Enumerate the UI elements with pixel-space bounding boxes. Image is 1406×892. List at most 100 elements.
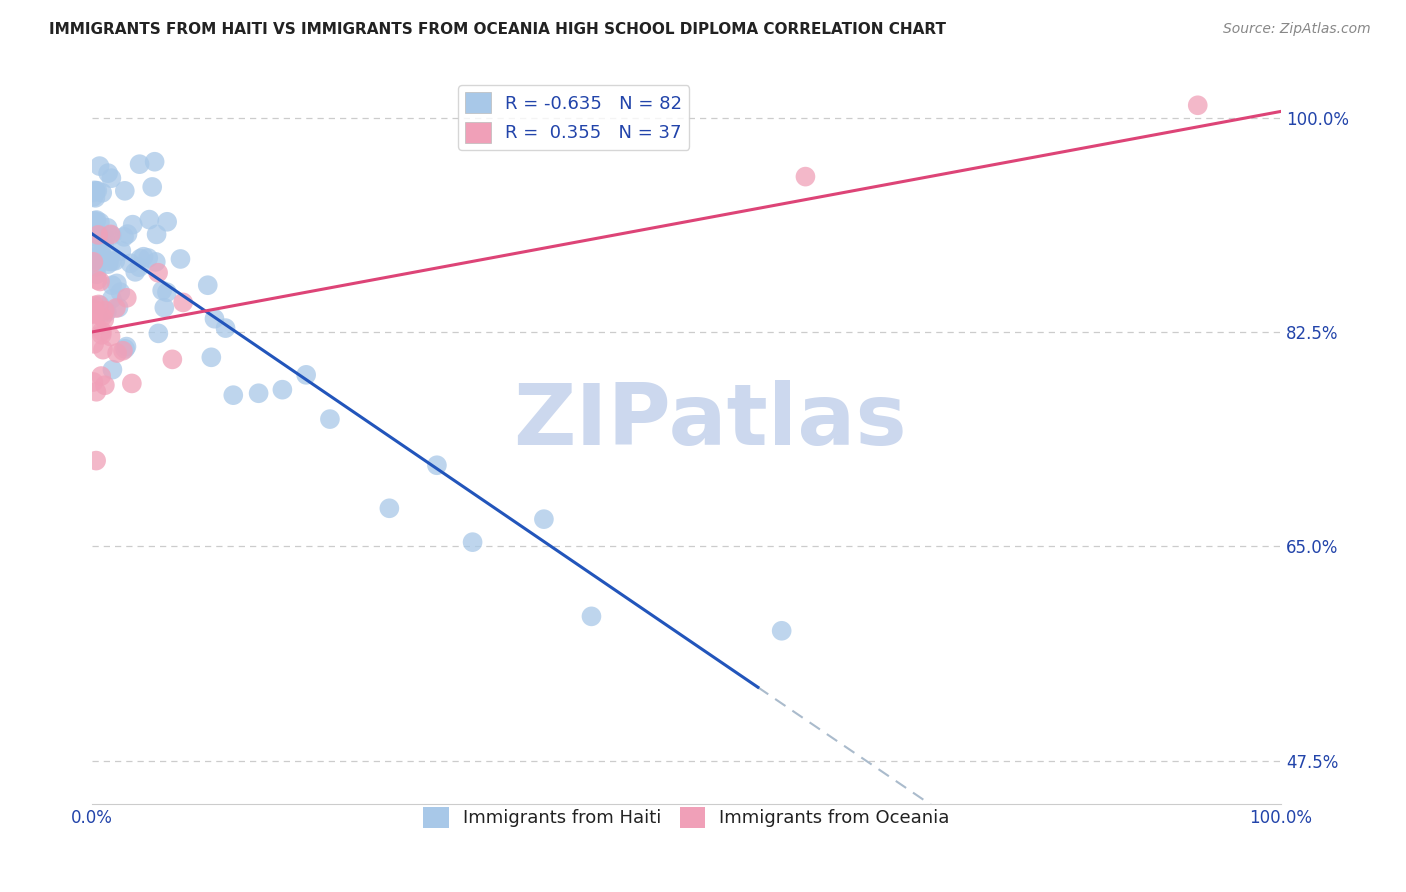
Point (204, 311, 226, 326)
Point (82, 190, 104, 204)
Point (197, 278, 219, 293)
Point (84, 252, 107, 267)
Point (83, 306, 105, 320)
Text: ZIPatlas: ZIPatlas (513, 380, 907, 463)
Point (90, 369, 112, 384)
Point (121, 376, 143, 391)
Point (82, 250, 104, 264)
Point (150, 284, 173, 298)
Point (112, 230, 135, 244)
Point (97, 166, 120, 180)
Point (91, 324, 114, 338)
Point (121, 218, 143, 232)
Point (128, 157, 150, 171)
Point (114, 184, 136, 198)
Point (115, 291, 138, 305)
Point (111, 343, 134, 358)
Point (214, 321, 236, 335)
Point (83, 298, 105, 312)
Point (87, 297, 110, 311)
Point (89, 215, 111, 229)
Point (115, 340, 138, 354)
Point (93, 251, 115, 265)
Point (86, 384, 108, 399)
Point (83, 336, 105, 351)
Point (124, 265, 146, 279)
Point (91, 186, 114, 200)
Point (89, 227, 111, 242)
Point (84, 453, 107, 467)
Point (110, 285, 132, 300)
Point (145, 255, 167, 269)
Point (162, 352, 184, 367)
Point (247, 386, 270, 401)
Point (82, 214, 104, 228)
Point (461, 535, 484, 549)
Point (84, 184, 107, 198)
Point (82, 252, 104, 266)
Point (136, 251, 159, 265)
Point (104, 253, 127, 268)
Point (84, 214, 107, 228)
Point (90, 327, 112, 342)
Point (145, 227, 167, 242)
Point (319, 412, 342, 426)
Point (91, 310, 114, 324)
Point (100, 171, 122, 186)
Point (153, 301, 176, 315)
Point (82, 307, 104, 321)
Point (105, 277, 128, 291)
Point (89, 159, 111, 173)
Point (101, 278, 124, 293)
Point (143, 154, 166, 169)
Point (148, 326, 170, 341)
Text: Source: ZipAtlas.com: Source: ZipAtlas.com (1223, 22, 1371, 37)
Point (86, 267, 108, 281)
Point (120, 256, 142, 270)
Point (128, 260, 150, 275)
Point (104, 301, 127, 315)
Point (200, 351, 222, 365)
Point (89, 227, 111, 242)
Point (86, 260, 108, 274)
Point (86, 184, 108, 198)
Point (97, 257, 120, 271)
Point (146, 266, 169, 280)
Point (117, 227, 139, 241)
Point (84, 191, 107, 205)
Point (94, 378, 117, 392)
Point (129, 252, 152, 266)
Point (141, 180, 163, 194)
Point (172, 295, 194, 310)
Point (426, 458, 449, 473)
Point (138, 212, 160, 227)
Point (98, 254, 121, 268)
Point (87, 227, 110, 242)
Point (86, 319, 108, 334)
Point (84, 247, 107, 261)
Point (794, 169, 817, 184)
Point (86, 240, 108, 254)
Point (83, 186, 105, 200)
Point (100, 228, 122, 243)
Point (91, 343, 114, 357)
Legend: Immigrants from Haiti, Immigrants from Oceania: Immigrants from Haiti, Immigrants from O… (416, 800, 957, 835)
Point (82, 375, 104, 389)
Point (89, 275, 111, 289)
Point (132, 250, 155, 264)
Point (533, 512, 555, 526)
Point (86, 213, 108, 227)
Point (1187, 98, 1209, 112)
Point (82, 255, 104, 269)
Point (93, 303, 115, 318)
Point (222, 388, 245, 402)
Point (105, 346, 128, 360)
Point (114, 342, 136, 356)
Point (82, 302, 104, 317)
Point (100, 254, 122, 268)
Point (295, 368, 318, 382)
Point (86, 273, 108, 287)
Point (94, 231, 117, 245)
Text: IMMIGRANTS FROM HAITI VS IMMIGRANTS FROM OCEANIA HIGH SCHOOL DIPLOMA CORRELATION: IMMIGRANTS FROM HAITI VS IMMIGRANTS FROM… (49, 22, 946, 37)
Point (97, 220, 120, 235)
